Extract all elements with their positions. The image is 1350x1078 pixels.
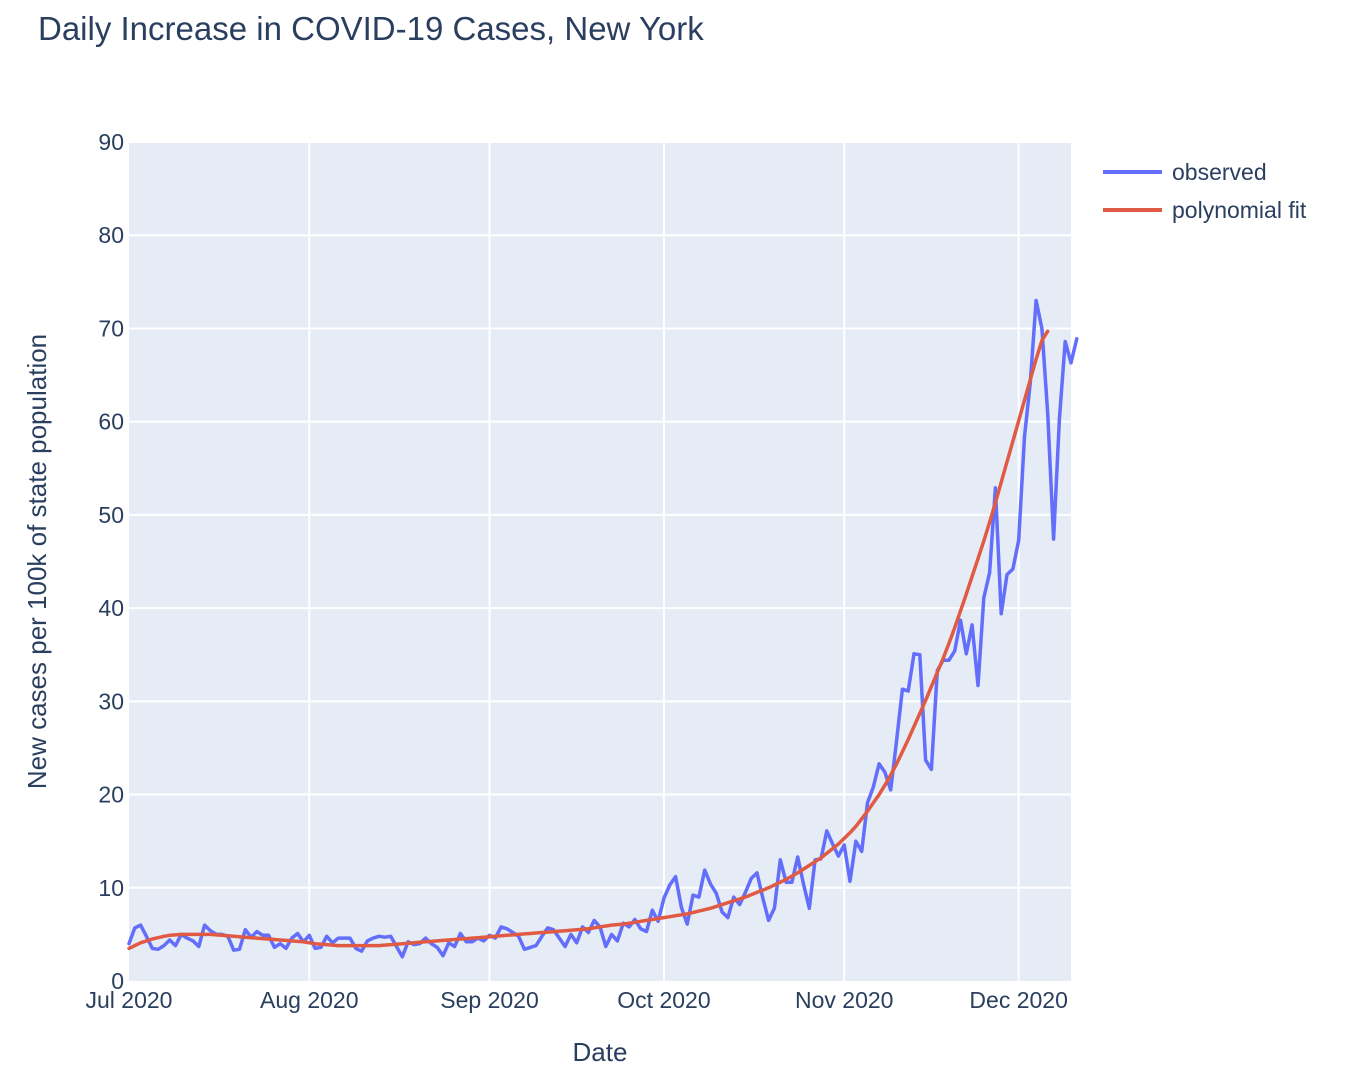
y-tick-label: 70: [98, 315, 124, 341]
x-tick-label: Sep 2020: [440, 987, 538, 1013]
x-tick-label: Oct 2020: [617, 987, 710, 1013]
y-tick-label: 50: [98, 502, 124, 528]
legend-item-polynomial-fit[interactable]: polynomial fit: [1103, 197, 1307, 223]
y-axis-title: New cases per 100k of state population: [22, 334, 52, 789]
y-tick-label: 0: [111, 968, 124, 994]
legend-label: observed: [1172, 159, 1267, 185]
series-layer: [127, 298, 1079, 959]
series-line-observed: [127, 298, 1079, 959]
y-tick-label: 80: [98, 222, 124, 248]
legend-item-observed[interactable]: observed: [1103, 159, 1267, 185]
chart-title: Daily Increase in COVID-19 Cases, New Yo…: [38, 10, 704, 47]
y-tick-label: 20: [98, 782, 124, 808]
legend[interactable]: observed polynomial fit: [1103, 159, 1307, 223]
legend-label: polynomial fit: [1172, 197, 1307, 223]
y-tick-label: 10: [98, 875, 124, 901]
x-tick-label: Dec 2020: [969, 987, 1067, 1013]
y-tick-label: 40: [98, 595, 124, 621]
axis-ticks: 0 10 20 30 40 50 60 70 80 90 Jul 2020 Aug 2020 Sep 2…: [86, 129, 1068, 1013]
x-tick-label: Jul 2020: [86, 987, 173, 1013]
plot-area: [129, 142, 1071, 981]
y-tick-label: 90: [98, 129, 124, 155]
x-tick-label: Aug 2020: [260, 987, 358, 1013]
x-tick-label: Nov 2020: [795, 987, 893, 1013]
x-axis-title: Date: [573, 1037, 628, 1067]
y-tick-label: 30: [98, 688, 124, 714]
grid-lines: [129, 141, 1071, 981]
series-line-polynomial-fit: [127, 329, 1050, 951]
y-tick-label: 60: [98, 409, 124, 435]
